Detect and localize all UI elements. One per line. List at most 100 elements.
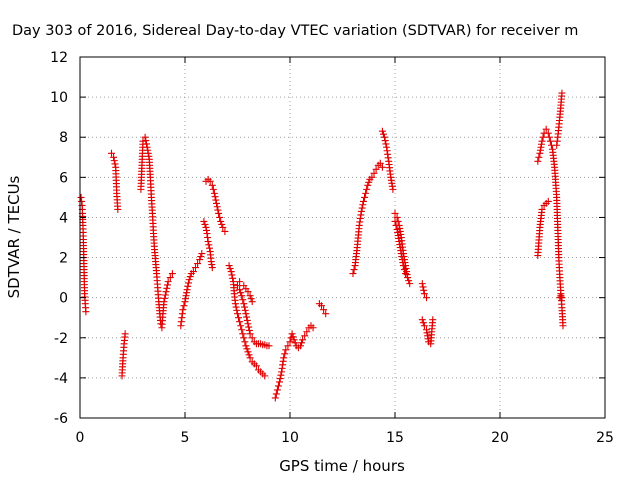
data-point-marker <box>179 306 187 314</box>
data-point-marker <box>211 193 219 201</box>
data-point-marker <box>303 328 311 336</box>
data-point-marker <box>418 316 426 324</box>
data-point-marker <box>198 250 206 258</box>
data-point-marker <box>534 157 542 165</box>
data-point-marker <box>239 330 247 338</box>
data-point-marker <box>382 140 390 148</box>
data-point-marker <box>204 238 212 246</box>
data-point-marker <box>349 270 357 278</box>
data-point-marker <box>297 342 304 350</box>
data-point-marker <box>214 206 222 214</box>
data-point-marker <box>276 375 284 383</box>
data-point-marker <box>272 390 280 398</box>
data-point-marker <box>185 279 192 287</box>
data-point-marker <box>318 302 325 310</box>
x-axis-label: GPS time / hours <box>279 457 405 475</box>
data-point-marker <box>238 326 246 334</box>
data-point-marker <box>420 286 428 294</box>
data-point-marker <box>400 266 408 274</box>
data-point-marker <box>160 298 168 306</box>
data-point-marker <box>219 223 227 231</box>
data-point-marker <box>215 209 223 217</box>
data-point-marker <box>381 133 388 141</box>
data-point-marker <box>201 220 209 228</box>
data-point-marker <box>364 181 372 189</box>
data-point-marker <box>121 330 129 338</box>
data-point-marker <box>110 157 118 165</box>
data-point-marker <box>559 322 567 330</box>
y-tick-label: 12 <box>50 50 68 66</box>
grid-lines <box>80 57 605 418</box>
data-point-marker <box>241 306 249 314</box>
data-point-marker <box>212 196 220 204</box>
data-point-marker <box>236 318 244 326</box>
data-point-marker <box>189 268 197 276</box>
y-axis-label: SDTVAR / TECUs <box>5 175 23 298</box>
x-tick-label: 25 <box>596 430 614 446</box>
data-point-marker <box>545 133 553 141</box>
data-point-marker <box>544 129 552 137</box>
data-point-marker <box>197 253 205 261</box>
data-point-marker <box>404 274 412 282</box>
data-point-marker <box>391 217 399 225</box>
data-point-marker <box>164 278 172 286</box>
y-tick-label: -6 <box>54 411 68 427</box>
data-point-marker <box>288 330 296 338</box>
data-point-marker <box>241 303 248 311</box>
data-point-marker <box>350 266 358 274</box>
data-point-marker <box>196 256 204 264</box>
data-point-marker <box>393 213 401 221</box>
data-point-marker <box>221 227 229 235</box>
data-point-marker <box>234 282 241 290</box>
data-point-marker <box>242 342 250 350</box>
data-point-marker <box>243 316 251 324</box>
data-point-marker <box>379 130 387 138</box>
data-point-marker <box>180 302 188 310</box>
data-point-marker <box>362 189 370 197</box>
data-point-marker <box>284 342 292 350</box>
data-point-marker <box>200 217 208 225</box>
data-point-marker <box>290 336 298 344</box>
data-point-marker <box>289 333 297 341</box>
data-point-marker <box>208 264 216 272</box>
data-point-marker <box>368 173 376 181</box>
data-point-marker <box>233 306 241 314</box>
x-tick-label: 5 <box>181 430 190 446</box>
data-point-marker <box>558 294 566 302</box>
data-point-marker <box>248 334 256 342</box>
x-tick-label: 0 <box>76 430 85 446</box>
data-point-marker <box>228 271 236 279</box>
data-point-marker <box>544 197 552 205</box>
chart-title: Day 303 of 2016, Sidereal Day-to-day VTE… <box>12 23 578 39</box>
data-point-marker <box>166 274 174 282</box>
data-point-marker <box>378 163 386 171</box>
data-point-marker <box>240 334 248 342</box>
data-point-marker <box>216 213 224 221</box>
data-point-marker <box>185 276 193 284</box>
data-point-marker <box>280 354 288 362</box>
data-point-marker <box>286 338 294 346</box>
x-tick-label: 20 <box>491 430 509 446</box>
data-point-marker <box>110 153 118 161</box>
data-point-marker <box>420 290 428 298</box>
data-point-marker <box>274 382 282 390</box>
data-point-marker <box>542 125 550 133</box>
data-point-marker <box>282 346 290 354</box>
data-point-marker <box>245 326 253 334</box>
data-point-marker <box>206 177 214 185</box>
data-point-marker <box>162 288 170 296</box>
data-point-marker <box>265 342 273 350</box>
data-point-marker <box>208 181 216 189</box>
data-point-marker <box>213 199 220 207</box>
data-point-marker <box>291 339 299 347</box>
data-point-marker <box>186 273 194 281</box>
y-tick-label: 6 <box>59 170 68 186</box>
data-point-marker <box>539 133 547 141</box>
data-point-marker <box>244 348 252 356</box>
data-point-marker <box>378 127 386 135</box>
data-point-marker <box>252 362 260 370</box>
data-point-marker <box>206 244 213 252</box>
data-point-marker <box>192 264 199 272</box>
data-point-marker <box>218 220 226 228</box>
